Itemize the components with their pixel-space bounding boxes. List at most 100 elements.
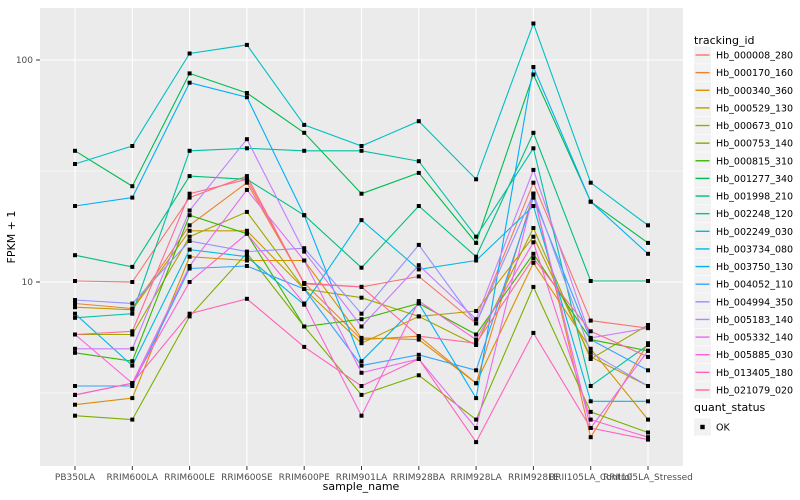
point-Hb_001277_340-RRIM600SE <box>244 91 249 95</box>
point-Hb_000673_010-RRII105LA_Stressed <box>646 323 650 327</box>
point-Hb_004052_110-RRIM600SE <box>244 264 249 268</box>
x-tick-label: RRIM928LE <box>508 473 559 483</box>
point-Hb_013405_180-RRII105LA_Control <box>588 426 593 430</box>
point-Hb_000815_310-RRIM928LE <box>531 251 536 256</box>
point-Hb_005885_030-RRII105LA_Stressed <box>646 435 650 440</box>
point-Hb_000753_140-RRII105LA_Control <box>588 409 593 414</box>
axis-ticks-and-labels: PB350LA RRIM600LA RRIM600LE RRIM600SE RRIM60… <box>16 56 693 483</box>
legend-tracking-id: Hb_000008_280 Hb_000170_160 Hb_000340_360 H… <box>694 46 793 399</box>
point-Hb_000170_160-RRIM600LE <box>187 223 192 228</box>
point-Hb_000170_160-RRII105LA_Control <box>588 435 593 440</box>
point-Hb_004994_350-RRIM600PE <box>302 246 307 251</box>
point-Hb_000340_360-RRII105LA_Stressed <box>646 417 650 422</box>
point-Hb_004052_110-RRIM928LE <box>531 195 536 200</box>
point-Hb_021079_020-RRIM600SE <box>244 177 249 182</box>
y-tick-label: 10 <box>22 278 34 288</box>
point-Hb_004994_350-RRIM928LA <box>474 321 479 326</box>
point-Hb_003750_130-RRIM600LE <box>187 80 192 85</box>
point-Hb_003750_130-RRIM600LA <box>130 195 135 200</box>
legend-quant-status: OK <box>694 418 730 436</box>
point-Hb_003734_080-RRII105LA_Control <box>588 399 593 404</box>
point-Hb_013405_180-RRII105LA_Stressed <box>646 437 650 442</box>
point-Hb_005332_140-RRIM928LE <box>531 191 536 196</box>
point-Hb_004994_350-PB350LA <box>73 298 77 302</box>
point-Hb_004052_110-RRIM600LE <box>187 266 192 271</box>
point-Hb_002249_030-RRIM600LA <box>130 144 135 148</box>
legend-title-quant-status: quant_status <box>694 401 766 414</box>
point-Hb_005332_140-RRII105LA_Stressed <box>646 348 650 353</box>
point-Hb_002249_030-RRII105LA_Stressed <box>646 223 650 228</box>
point-Hb_005332_140-RRIM928LA <box>474 426 479 430</box>
legend-label: Hb_004052_110 <box>716 280 793 291</box>
legend-label: Hb_001998_210 <box>716 192 793 203</box>
point-Hb_000673_010-RRIM600LA <box>130 332 135 337</box>
legend-label: Hb_003750_130 <box>716 262 793 273</box>
point-Hb_000815_310-RRIM901LA <box>359 317 364 322</box>
point-Hb_000008_280-RRII105LA_Control <box>588 318 593 323</box>
point-Hb_003734_080-RRII105LA_Stressed <box>646 399 650 404</box>
point-Hb_000008_280-RRIM600LE <box>187 195 192 200</box>
point-Hb_004052_110-RRIM600LA <box>130 384 135 388</box>
legend-label: Hb_000008_280 <box>716 51 793 62</box>
point-Hb_002248_120-PB350LA <box>73 315 77 320</box>
point-Hb_001277_340-RRIM600LA <box>130 184 135 189</box>
point-Hb_005183_140-RRIM600LE <box>187 208 192 213</box>
point-Hb_005885_030-RRIM600LE <box>187 280 192 284</box>
point-Hb_002249_030-RRIM928BA <box>416 119 421 124</box>
y-tick-label: 100 <box>16 56 33 66</box>
point-Hb_000753_140-PB350LA <box>73 413 77 418</box>
point-Hb_001277_340-RRIM928BA <box>416 170 421 175</box>
point-Hb_002249_030-RRIM928LA <box>474 177 479 182</box>
point-Hb_003734_080-RRIM600LA <box>130 363 135 368</box>
point-Hb_004994_350-RRIM928BA <box>416 242 421 247</box>
point-Hb_005885_030-RRIM600SE <box>244 231 249 236</box>
point-Hb_005183_140-PB350LA <box>73 346 77 351</box>
point-Hb_003750_130-RRIM928LE <box>531 65 536 69</box>
point-Hb_000815_310-PB350LA <box>73 350 77 355</box>
point-Hb_002249_030-RRIM928LE <box>531 21 536 26</box>
point-Hb_002248_120-RRIM600LA <box>130 311 135 316</box>
point-Hb_002249_030-RRIM600SE <box>244 42 249 47</box>
point-Hb_000753_140-RRIM928LE <box>531 284 536 289</box>
point-Hb_000753_140-RRIM928LA <box>474 417 479 422</box>
point-Hb_000673_010-RRIM600SE <box>244 209 249 214</box>
legend-key-point <box>700 424 705 430</box>
point-Hb_002248_120-RRII105LA_Stressed <box>646 343 650 347</box>
point-Hb_003750_130-PB350LA <box>73 204 77 208</box>
point-Hb_021079_020-RRIM928BA <box>416 334 421 339</box>
point-Hb_013405_180-RRIM600PE <box>302 344 307 349</box>
point-Hb_002248_120-RRIM928LE <box>531 146 536 151</box>
point-Hb_005183_140-RRII105LA_Control <box>588 335 593 340</box>
point-Hb_001998_210-RRIM928BA <box>416 204 421 208</box>
point-Hb_001998_210-RRIM928LE <box>531 130 536 135</box>
point-Hb_013405_180-PB350LA <box>73 392 77 397</box>
legend-label: Hb_002248_120 <box>716 209 793 220</box>
point-Hb_002248_120-RRIM928LA <box>474 234 479 239</box>
point-Hb_001277_340-RRIM600LE <box>187 71 192 76</box>
legend-label: Hb_000815_310 <box>716 156 793 167</box>
point-Hb_003750_130-RRIM600PE <box>302 213 307 218</box>
point-Hb_013405_180-RRIM600SE <box>244 296 249 301</box>
point-Hb_021079_020-RRIM928LA <box>474 341 479 346</box>
point-Hb_001277_340-RRIM901LA <box>359 191 364 196</box>
x-tick-label: RRIM901LA <box>336 473 388 483</box>
point-Hb_000008_280-RRIM600SE <box>244 174 249 179</box>
gridlines <box>40 8 683 466</box>
point-Hb_003734_080-RRIM901LA <box>359 218 364 223</box>
point-Hb_021079_020-PB350LA <box>73 332 77 337</box>
point-Hb_000673_010-RRIM928LE <box>531 226 536 230</box>
point-Hb_021079_020-RRIM600PE <box>302 281 307 285</box>
x-axis-title: sample_name <box>323 480 400 493</box>
point-Hb_000673_010-RRIM901LA <box>359 295 364 300</box>
x-tick-label: RRIM928BA <box>393 473 446 483</box>
x-tick-label: RRIM928LA <box>450 473 502 483</box>
point-Hb_000340_360-RRIM928LA <box>474 381 479 386</box>
point-Hb_005885_030-RRIM928LA <box>474 337 479 342</box>
legend-label: OK <box>716 423 730 434</box>
point-Hb_005332_140-RRIM600SE <box>244 187 249 192</box>
point-Hb_000753_140-RRIM600LE <box>187 314 192 319</box>
point-Hb_001998_210-RRIM901LA <box>359 265 364 270</box>
point-Hb_002249_030-RRIM600LE <box>187 51 192 56</box>
point-Hb_001277_340-RRII105LA_Stressed <box>646 240 650 245</box>
